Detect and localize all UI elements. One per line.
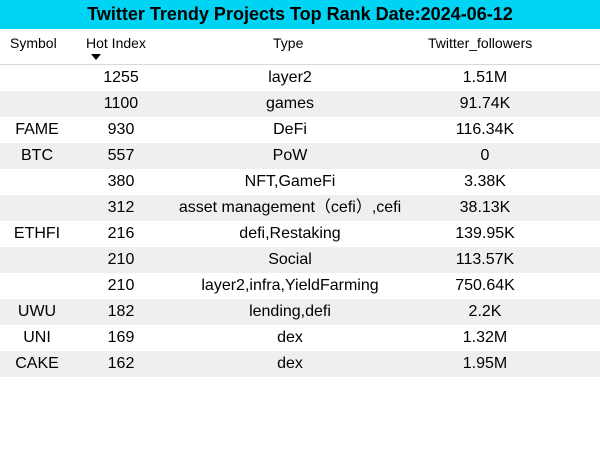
table-header: Symbol Hot Index Type Twitter_followers (0, 29, 600, 65)
header-type[interactable]: Type (273, 35, 304, 51)
cell-hot-index: 1255 (103, 69, 139, 86)
table-body: 1255 layer2 1.51M 1100 games 91.74K FAME… (0, 65, 600, 377)
cell-type: games (265, 95, 315, 112)
cell-type: Social (268, 251, 312, 268)
cell-type: layer2,infra,YieldFarming (201, 277, 379, 294)
cell-type: NFT,GameFi (244, 173, 336, 190)
cell-followers: 1.32M (462, 329, 508, 346)
cell-hot-index: 380 (107, 173, 135, 190)
cell-hot-index: 930 (107, 121, 135, 138)
cell-hot-index: 169 (107, 329, 135, 346)
cell-hot-index: 210 (107, 251, 135, 268)
cell-followers: 113.57K (455, 251, 515, 268)
table-row[interactable]: 1100 games 91.74K (0, 91, 600, 117)
table-row[interactable]: 312 asset management（cefi）,cefi 38.13K (0, 195, 600, 221)
table-row[interactable]: FAME 930 DeFi 116.34K (0, 117, 600, 143)
table-row[interactable]: UNI 169 dex 1.32M (0, 325, 600, 351)
cell-followers: 91.74K (459, 95, 511, 112)
cell-type: PoW (272, 147, 308, 164)
cell-followers: 116.34K (455, 121, 515, 138)
cell-type: DeFi (273, 121, 307, 138)
cell-followers: 38.13K (459, 199, 511, 216)
table-row[interactable]: UWU 182 lending,defi 2.2K (0, 299, 600, 325)
cell-hot-index: 312 (107, 199, 135, 216)
cell-symbol: CAKE (15, 355, 59, 372)
table-row[interactable]: 210 Social 113.57K (0, 247, 600, 273)
cell-followers: 3.38K (464, 173, 506, 190)
table-row[interactable]: BTC 557 PoW 0 (0, 143, 600, 169)
cell-type: defi,Restaking (239, 225, 341, 242)
table-title: Twitter Trendy Projects Top Rank Date:20… (0, 0, 600, 29)
cell-type: asset management（cefi）,cefi (178, 199, 402, 216)
cell-followers: 1.51M (462, 69, 508, 86)
cell-hot-index: 210 (107, 277, 135, 294)
cell-type: layer2 (268, 69, 312, 86)
header-symbol[interactable]: Symbol (10, 35, 57, 51)
cell-symbol: BTC (21, 147, 53, 164)
table-row[interactable]: 210 layer2,infra,YieldFarming 750.64K (0, 273, 600, 299)
cell-followers: 2.2K (468, 303, 502, 320)
header-twitter-followers[interactable]: Twitter_followers (428, 35, 533, 51)
cell-type: lending,defi (249, 303, 331, 320)
cell-hot-index: 1100 (103, 95, 139, 112)
table-title-text: Twitter Trendy Projects Top Rank Date:20… (87, 4, 513, 24)
cell-symbol: UNI (23, 329, 51, 346)
cell-hot-index: 182 (107, 303, 135, 320)
cell-followers: 0 (480, 147, 490, 164)
table-row[interactable]: CAKE 162 dex 1.95M (0, 351, 600, 377)
cell-type: dex (277, 355, 303, 372)
sort-desc-icon[interactable] (91, 54, 101, 60)
cell-symbol: UWU (17, 303, 57, 320)
cell-type: dex (277, 329, 303, 346)
cell-hot-index: 216 (107, 225, 135, 242)
table-row[interactable]: 380 NFT,GameFi 3.38K (0, 169, 600, 195)
cell-hot-index: 162 (107, 355, 135, 372)
cell-followers: 1.95M (462, 355, 508, 372)
header-hot-index[interactable]: Hot Index (86, 35, 146, 51)
cell-symbol: ETHFI (13, 225, 61, 242)
cell-hot-index: 557 (107, 147, 135, 164)
cell-followers: 750.64K (455, 277, 515, 294)
table-row[interactable]: ETHFI 216 defi,Restaking 139.95K (0, 221, 600, 247)
cell-symbol: FAME (15, 121, 59, 138)
cell-followers: 139.95K (455, 225, 515, 242)
table-row[interactable]: 1255 layer2 1.51M (0, 65, 600, 91)
